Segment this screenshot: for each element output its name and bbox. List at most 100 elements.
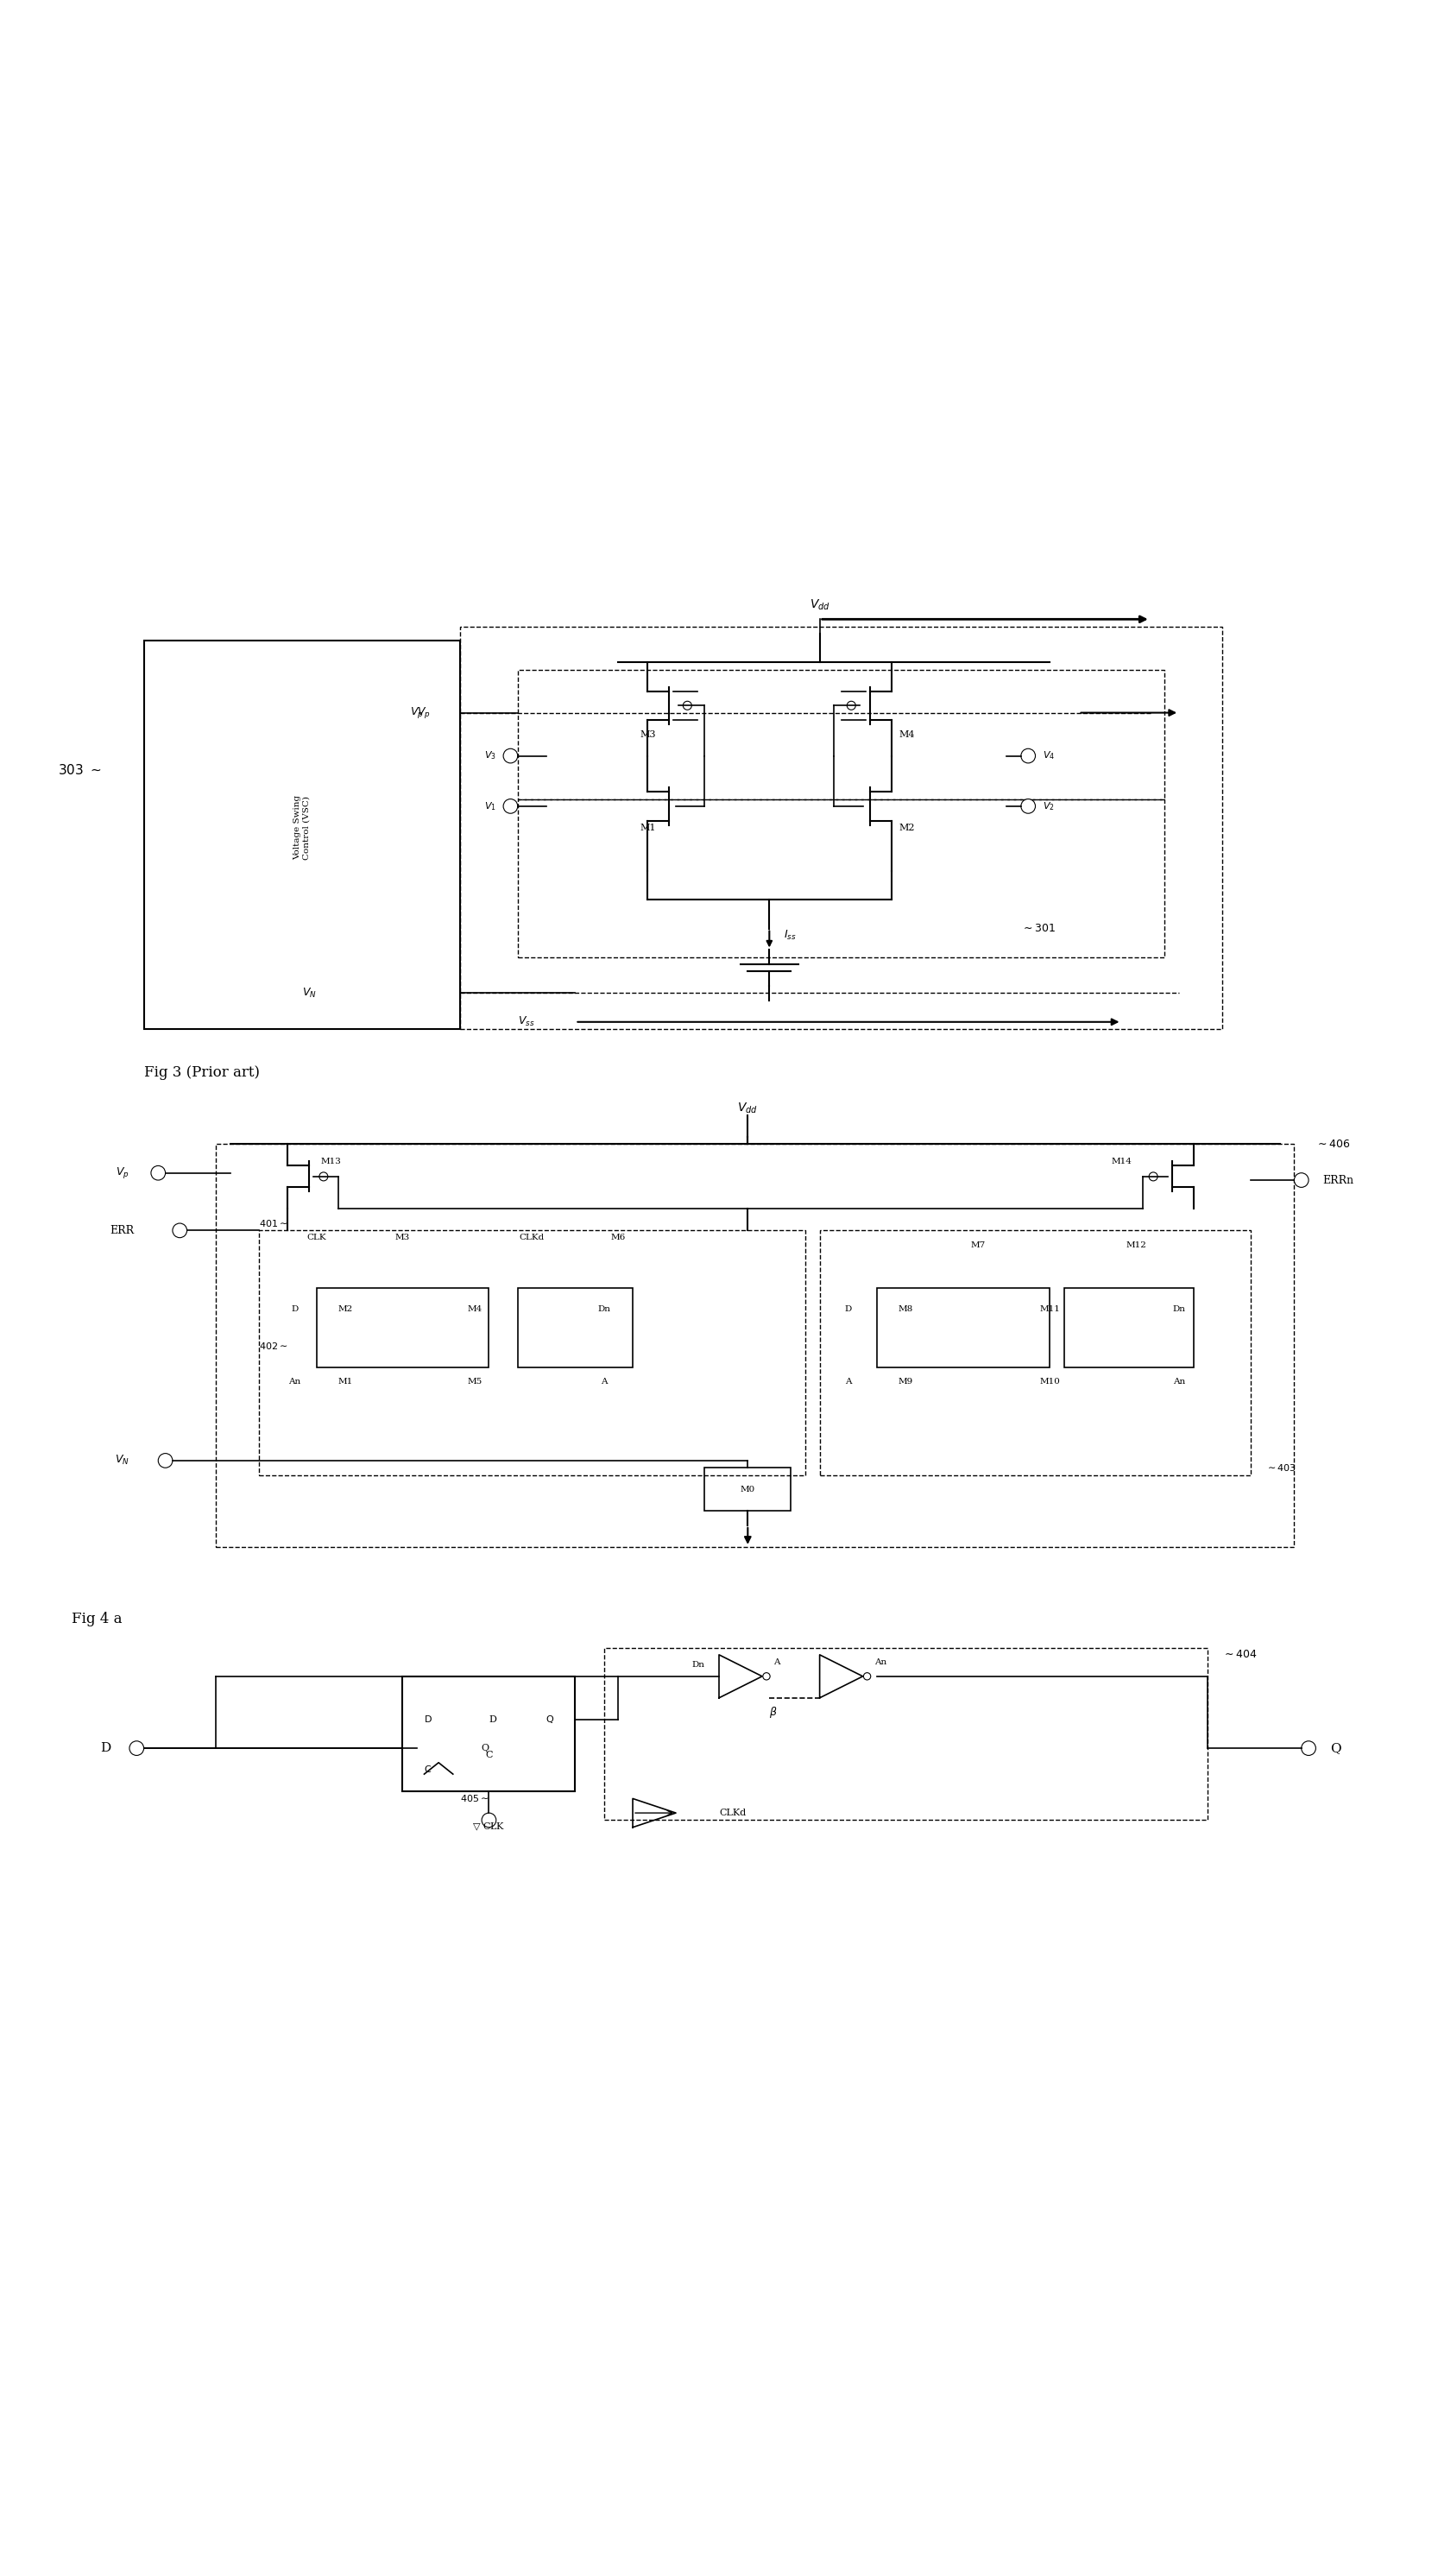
Text: Q: Q	[1330, 1741, 1342, 1754]
Text: An: An	[1173, 1378, 1185, 1386]
Text: M8: M8	[899, 1306, 913, 1314]
Text: C: C	[485, 1752, 493, 1759]
Circle shape	[503, 799, 518, 814]
Text: C: C	[424, 1765, 431, 1775]
Text: $V_N$: $V_N$	[115, 1453, 129, 1468]
Circle shape	[1021, 799, 1035, 814]
Text: CLK: CLK	[306, 1234, 326, 1242]
Bar	[460, 626, 1222, 1030]
Text: M4: M4	[467, 1306, 482, 1314]
Text: Dn: Dn	[1172, 1306, 1186, 1314]
Text: M1: M1	[640, 824, 656, 832]
Text: $V_N$: $V_N$	[302, 987, 316, 999]
Text: M2: M2	[899, 824, 915, 832]
Text: Q: Q	[546, 1716, 554, 1723]
Text: $405 \sim$: $405 \sim$	[460, 1793, 489, 1803]
Text: $303\ \sim$: $303\ \sim$	[58, 762, 101, 778]
Text: D: D	[846, 1306, 851, 1314]
Circle shape	[1149, 1172, 1158, 1180]
Bar	[604, 1649, 1208, 1821]
Text: $V_p$: $V_p$	[417, 706, 430, 721]
Circle shape	[1021, 750, 1035, 762]
Bar	[1064, 1288, 1194, 1368]
Circle shape	[1301, 1741, 1316, 1754]
Text: M4: M4	[899, 729, 915, 739]
Text: $402 \sim$: $402 \sim$	[259, 1340, 288, 1350]
Text: M7: M7	[971, 1242, 985, 1249]
Circle shape	[847, 701, 856, 711]
Text: $\bigtriangledown$ CLK: $\bigtriangledown$ CLK	[472, 1821, 506, 1834]
Bar	[705, 1468, 791, 1512]
Text: D: D	[489, 1716, 496, 1723]
Text: M11: M11	[1040, 1306, 1060, 1314]
Text: Dn: Dn	[692, 1662, 705, 1669]
Text: D: D	[292, 1306, 298, 1314]
Text: M5: M5	[467, 1378, 482, 1386]
Bar	[518, 670, 1165, 799]
Text: M0: M0	[741, 1486, 755, 1494]
Text: M2: M2	[338, 1306, 352, 1314]
Circle shape	[1294, 1172, 1309, 1188]
Bar	[259, 1231, 805, 1476]
Text: Fig 3 (Prior art): Fig 3 (Prior art)	[144, 1064, 259, 1079]
Bar	[403, 1677, 575, 1790]
Circle shape	[319, 1172, 328, 1180]
Text: $V_p$: $V_p$	[410, 706, 424, 721]
Text: $V_3$: $V_3$	[485, 750, 496, 762]
Text: D: D	[101, 1741, 111, 1754]
Text: ERRn: ERRn	[1323, 1175, 1355, 1185]
Text: An: An	[289, 1378, 301, 1386]
Text: M9: M9	[899, 1378, 913, 1386]
Bar	[316, 1288, 489, 1368]
Circle shape	[762, 1672, 769, 1680]
Text: Fig 4 a: Fig 4 a	[72, 1613, 122, 1625]
Text: D: D	[424, 1716, 431, 1723]
Text: $V_2$: $V_2$	[1043, 801, 1054, 811]
Text: M3: M3	[640, 729, 656, 739]
Text: $V_4$: $V_4$	[1043, 750, 1054, 762]
Circle shape	[173, 1224, 187, 1236]
Text: CLKd: CLKd	[519, 1234, 545, 1242]
Bar	[518, 799, 1165, 958]
Bar	[820, 1231, 1251, 1476]
Circle shape	[151, 1167, 165, 1180]
Text: $V_{ss}$: $V_{ss}$	[518, 1015, 535, 1028]
Text: CLKd: CLKd	[719, 1808, 746, 1816]
Text: Voltage Swing
Control (VSC): Voltage Swing Control (VSC)	[293, 796, 311, 860]
Text: M14: M14	[1112, 1157, 1132, 1164]
Text: M12: M12	[1126, 1242, 1146, 1249]
Text: $V_{dd}$: $V_{dd}$	[738, 1100, 758, 1115]
Bar	[518, 1288, 633, 1368]
Text: $\sim 403$: $\sim 403$	[1265, 1463, 1297, 1473]
Text: A: A	[601, 1378, 607, 1386]
Text: A: A	[846, 1378, 851, 1386]
Text: $V_p$: $V_p$	[115, 1164, 129, 1180]
Bar	[877, 1288, 1050, 1368]
Text: M3: M3	[395, 1234, 410, 1242]
Text: Q: Q	[482, 1744, 489, 1752]
Text: An: An	[874, 1659, 887, 1667]
Text: $\sim 404$: $\sim 404$	[1222, 1649, 1257, 1662]
Text: $V_1$: $V_1$	[485, 801, 496, 811]
Text: $401 \sim$: $401 \sim$	[259, 1218, 288, 1229]
Text: $\beta$: $\beta$	[769, 1705, 778, 1721]
Circle shape	[503, 750, 518, 762]
Text: $V_{dd}$: $V_{dd}$	[810, 598, 830, 613]
Circle shape	[129, 1741, 144, 1754]
Text: $\sim 301$: $\sim 301$	[1021, 922, 1055, 935]
Circle shape	[683, 701, 692, 711]
Circle shape	[863, 1672, 870, 1680]
Text: M10: M10	[1040, 1378, 1060, 1386]
Text: ERR: ERR	[111, 1224, 134, 1236]
Text: $I_{ss}$: $I_{ss}$	[784, 930, 797, 943]
Text: M6: M6	[611, 1234, 626, 1242]
Text: A: A	[774, 1659, 781, 1667]
Text: M13: M13	[321, 1157, 341, 1164]
Circle shape	[482, 1814, 496, 1826]
Bar	[216, 1144, 1294, 1546]
Text: M1: M1	[338, 1378, 352, 1386]
Text: $\sim 406$: $\sim 406$	[1316, 1139, 1350, 1149]
Circle shape	[158, 1453, 173, 1468]
Bar	[144, 641, 460, 1030]
Text: Dn: Dn	[597, 1306, 611, 1314]
